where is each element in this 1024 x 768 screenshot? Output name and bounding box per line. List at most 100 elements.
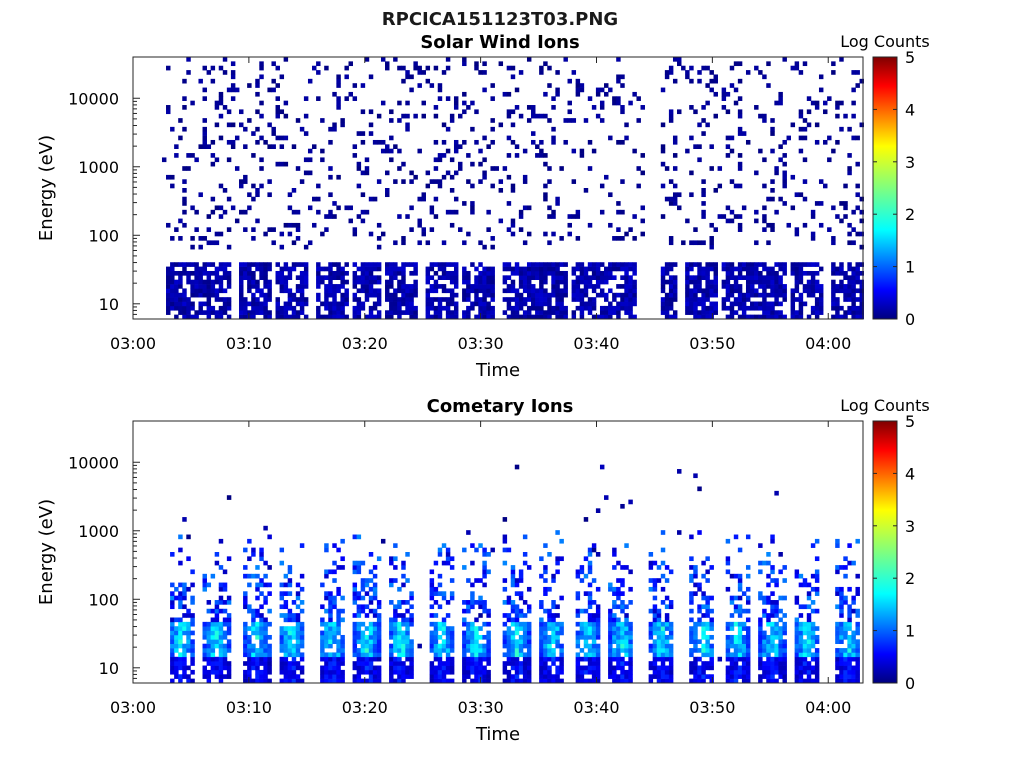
heatmap-cell — [604, 91, 609, 97]
heatmap-cell — [575, 643, 581, 649]
heatmap-cell — [474, 656, 479, 662]
heatmap-cell — [539, 661, 544, 666]
heatmap-cell — [587, 266, 593, 272]
heatmap-cell — [733, 279, 739, 285]
heatmap-cell — [170, 297, 175, 302]
heatmap-cell — [583, 656, 589, 662]
heatmap-cell — [851, 656, 856, 662]
heatmap-cell — [762, 279, 767, 285]
heatmap-cell — [518, 227, 524, 232]
heatmap-cell — [510, 310, 516, 315]
heatmap-cell — [770, 534, 775, 540]
heatmap-cell — [579, 305, 585, 311]
heatmap-cell — [701, 209, 706, 215]
heatmap-cell — [478, 279, 483, 285]
heatmap-cell — [543, 634, 548, 640]
heatmap-cell — [397, 661, 402, 666]
heatmap-cell — [798, 279, 804, 285]
heatmap-cell — [518, 578, 524, 583]
heatmap-cell — [823, 100, 828, 106]
heatmap-cell — [316, 266, 321, 272]
heatmap-cell — [320, 621, 325, 627]
heatmap-cell — [794, 65, 800, 71]
heatmap-cell — [239, 179, 244, 184]
heatmap-cell — [385, 270, 390, 276]
heatmap-cell — [445, 262, 451, 267]
heatmap-cell — [794, 573, 800, 579]
heatmap-cell — [668, 305, 674, 311]
heatmap-cell — [701, 270, 706, 276]
heatmap-cell — [389, 279, 394, 285]
heatmap-cell — [555, 674, 560, 679]
heatmap-cell — [486, 669, 491, 675]
heatmap-cell — [433, 560, 439, 566]
heatmap-cell — [332, 634, 337, 640]
heatmap-cell — [689, 626, 694, 631]
heatmap-cell — [263, 669, 268, 675]
heatmap-cell — [701, 661, 706, 666]
heatmap-cell — [806, 595, 812, 601]
heatmap-cell — [182, 222, 187, 228]
heatmap-cell — [445, 65, 451, 71]
heatmap-cell — [612, 262, 617, 267]
heatmap-cell — [579, 292, 585, 298]
heatmap-cell — [758, 292, 763, 298]
heatmap-cell — [178, 275, 183, 280]
heatmap-cell — [401, 634, 406, 640]
heatmap-cell — [810, 600, 816, 605]
heatmap-cell — [551, 626, 556, 631]
heatmap-cell — [226, 275, 232, 280]
colorbar-tick-label: 1 — [905, 622, 915, 641]
heatmap-cell — [697, 70, 702, 75]
heatmap-cell — [332, 656, 337, 662]
heatmap-cell — [583, 621, 589, 627]
heatmap-cell — [733, 310, 739, 315]
heatmap-cell — [758, 634, 763, 640]
heatmap-cell — [547, 552, 552, 557]
heatmap-cell — [247, 556, 252, 562]
heatmap-cell — [855, 639, 860, 644]
heatmap-cell — [174, 270, 179, 276]
heatmap-cell — [202, 126, 207, 132]
heatmap-cell — [449, 626, 455, 631]
heatmap-cell — [543, 608, 548, 614]
heatmap-cell — [717, 166, 723, 171]
heatmap-cell — [486, 678, 491, 684]
heatmap-cell — [462, 617, 467, 623]
heatmap-cell — [737, 96, 743, 101]
heatmap-cell — [604, 266, 609, 272]
heatmap-cell — [648, 634, 654, 640]
y-axis-label: Energy (eV) — [36, 135, 57, 241]
heatmap-cell — [251, 270, 256, 276]
heatmap-cell — [604, 275, 609, 280]
heatmap-cell — [624, 310, 629, 315]
heatmap-cell — [652, 630, 658, 636]
heatmap-cell — [352, 648, 358, 653]
heatmap-cell — [360, 262, 366, 267]
heatmap-cell — [401, 652, 406, 658]
heatmap-cell — [526, 639, 532, 644]
heatmap-cell — [186, 630, 191, 636]
heatmap-cell — [859, 231, 864, 237]
heatmap-cell — [218, 595, 224, 601]
x-tick-label: 03:00 — [110, 698, 156, 717]
heatmap-cell — [693, 634, 698, 640]
heatmap-cell — [818, 301, 824, 307]
heatmap-cell — [429, 634, 435, 640]
heatmap-cell — [393, 556, 398, 562]
heatmap-cell — [453, 105, 459, 110]
heatmap-cell — [762, 218, 767, 224]
heatmap-cell — [425, 288, 431, 294]
heatmap-cell — [186, 314, 191, 320]
heatmap-cell — [843, 292, 848, 298]
heatmap-cell — [709, 634, 714, 640]
heatmap-cell — [851, 630, 856, 636]
heatmap-cell — [575, 83, 581, 88]
heatmap-cell — [202, 139, 207, 145]
heatmap-cell — [839, 126, 844, 132]
heatmap-cell — [482, 552, 487, 557]
heatmap-cell — [243, 678, 248, 684]
heatmap-cell — [506, 301, 512, 307]
heatmap-cell — [279, 582, 285, 588]
heatmap-cell — [579, 656, 585, 662]
